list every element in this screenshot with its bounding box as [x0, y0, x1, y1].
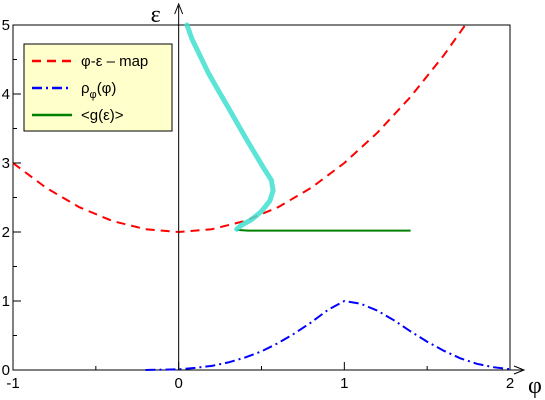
- y-axis-arrow: [174, 2, 184, 15]
- series-line-1: [12, 24, 467, 234]
- y-tick-label: 4: [2, 86, 10, 103]
- legend-label-subscript: φ: [90, 89, 97, 101]
- series-line-2: [145, 299, 511, 371]
- y-tick-label: 1: [2, 293, 10, 310]
- legend: φ-ε – map ρφ(φ) <g(ε)>: [23, 43, 173, 132]
- legend-label: ρφ(φ): [81, 80, 116, 101]
- legend-label: φ-ε – map: [81, 53, 148, 70]
- y-tick-label: 3: [2, 155, 10, 172]
- legend-label-main: ρ: [81, 80, 90, 97]
- x-tick-label: -1: [6, 375, 19, 392]
- y-tick-label: 0: [2, 362, 10, 379]
- legend-box: [23, 43, 173, 132]
- scatter-band-series: [184, 22, 276, 232]
- x-tick-label: 2: [506, 375, 514, 392]
- y-tick-label: 2: [2, 224, 10, 241]
- x-tick-label: 0: [174, 375, 182, 392]
- x-tick-label: 1: [340, 375, 348, 392]
- y-tick-label: 5: [2, 17, 10, 34]
- series-line-3: [236, 228, 411, 232]
- legend-label-tail: (φ): [97, 80, 117, 97]
- series-layer: [12, 22, 511, 371]
- x-axis-title: φ: [528, 373, 542, 399]
- x-axis-arrow: [513, 365, 526, 375]
- axes-layer: εφ: [151, 2, 542, 399]
- y-axis-title: ε: [151, 2, 161, 28]
- legend-label: <g(ε)>: [81, 107, 124, 124]
